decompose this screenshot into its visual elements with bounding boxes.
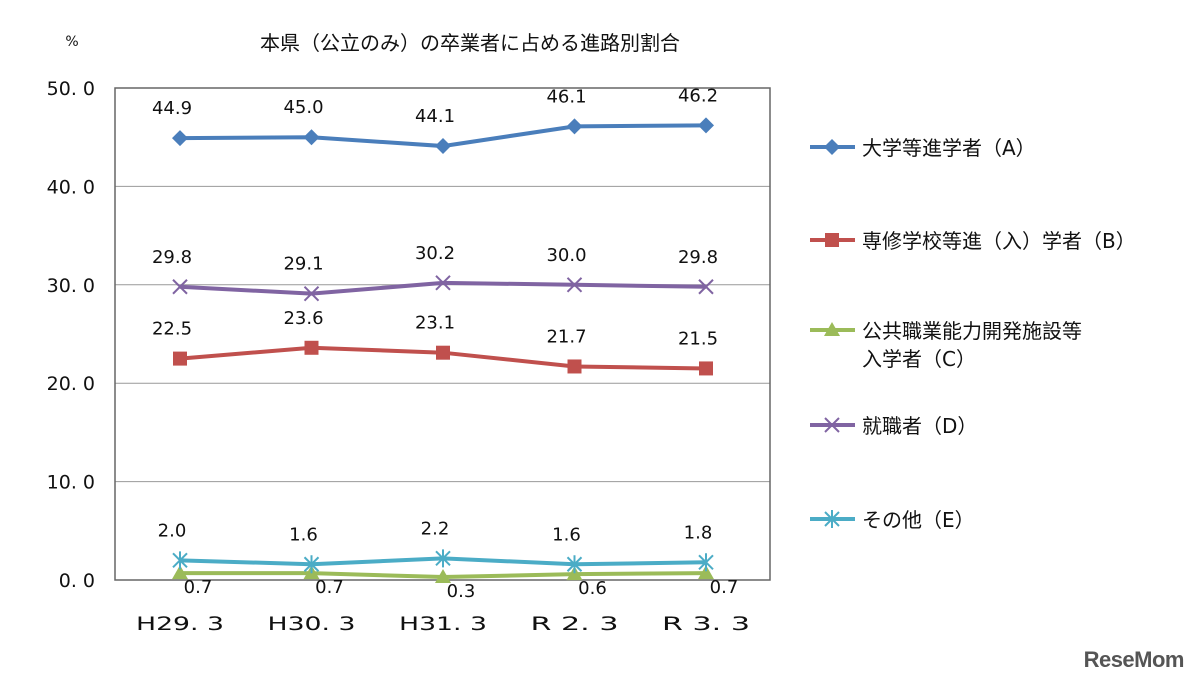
- plot-area-border: [114, 87, 771, 581]
- data-label: 23.6: [283, 308, 323, 329]
- data-point-diamond: [698, 117, 714, 134]
- resemom-logo: ReseMom: [1083, 647, 1185, 672]
- y-tick-label: 0. 0: [59, 570, 95, 592]
- y-tick-label: 10. 0: [47, 472, 95, 494]
- data-point-x: [303, 285, 320, 302]
- data-label: 1.6: [289, 524, 318, 545]
- data-label: 0.7: [184, 577, 213, 598]
- x-tick-label: R 3. 3: [662, 613, 750, 635]
- data-point-square: [173, 351, 187, 366]
- data-point-triangle: [435, 569, 451, 584]
- data-point-x: [435, 275, 451, 291]
- legend-marker: [824, 322, 840, 336]
- chart-title: 本県（公立のみ）の卒業者に占める進路別割合: [260, 31, 680, 55]
- data-point-square: [436, 345, 450, 360]
- data-label: 44.9: [152, 98, 192, 119]
- data-label: 1.8: [684, 522, 713, 543]
- y-tick-label: 30. 0: [47, 275, 95, 297]
- data-label: 0.7: [710, 577, 739, 598]
- legend-marker: [825, 233, 839, 247]
- legend-label: 大学等進学者（A）: [862, 136, 1036, 160]
- data-label: 2.2: [421, 518, 450, 539]
- y-tick-label: 50. 0: [47, 78, 95, 100]
- data-point-diamond: [303, 129, 320, 146]
- data-point-star: [698, 553, 714, 572]
- legend-marker: [824, 139, 840, 155]
- y-axis-unit: %: [65, 34, 78, 50]
- data-point-triangle: [698, 565, 714, 580]
- legend-label: 就職者（D）: [862, 414, 977, 438]
- data-label: 46.2: [678, 85, 718, 106]
- legend-label: 公共職業能力開発施設等: [862, 319, 1082, 343]
- legend-marker: [824, 510, 840, 528]
- data-label: 29.8: [152, 247, 192, 268]
- data-label: 0.3: [447, 581, 476, 602]
- legend-label: 専修学校等進（入）学者（B）: [862, 229, 1136, 253]
- y-tick-label: 40. 0: [47, 176, 95, 198]
- data-label: 21.7: [546, 326, 586, 347]
- data-point-x: [566, 277, 583, 293]
- data-point-star: [172, 551, 188, 570]
- data-label: 1.6: [552, 524, 581, 545]
- y-tick-label: 20. 0: [47, 373, 95, 395]
- data-label: 44.1: [415, 106, 455, 127]
- x-tick-label: R 2. 3: [531, 613, 619, 635]
- data-point-x: [698, 279, 714, 295]
- data-point-diamond: [566, 118, 583, 135]
- data-point-square: [567, 359, 582, 374]
- data-label: 30.0: [546, 245, 586, 266]
- data-point-triangle: [172, 565, 188, 580]
- data-label: 2.0: [158, 520, 187, 541]
- data-label: 0.6: [578, 578, 607, 599]
- data-point-star: [303, 555, 320, 574]
- data-label: 45.0: [283, 97, 323, 118]
- legend-label: 入学者（C）: [862, 347, 976, 371]
- x-tick-label: H29. 3: [136, 613, 224, 635]
- legend-marker: [824, 417, 840, 433]
- data-point-square: [304, 340, 319, 355]
- x-tick-label: H31. 3: [399, 613, 487, 635]
- data-label: 46.1: [546, 86, 586, 107]
- data-point-star: [566, 555, 583, 574]
- data-point-diamond: [435, 138, 451, 155]
- data-label: 0.7: [315, 577, 344, 598]
- data-point-square: [699, 361, 713, 376]
- data-label: 29.1: [283, 254, 323, 275]
- data-label: 30.2: [415, 243, 455, 264]
- data-point-star: [435, 549, 451, 568]
- data-label: 29.8: [678, 247, 718, 268]
- data-point-x: [172, 279, 188, 295]
- data-point-diamond: [172, 130, 188, 147]
- x-tick-label: H30. 3: [268, 613, 356, 635]
- data-label: 23.1: [415, 313, 455, 334]
- legend-label: その他（E）: [862, 508, 975, 532]
- data-label: 21.5: [678, 328, 718, 349]
- data-label: 22.5: [152, 319, 192, 340]
